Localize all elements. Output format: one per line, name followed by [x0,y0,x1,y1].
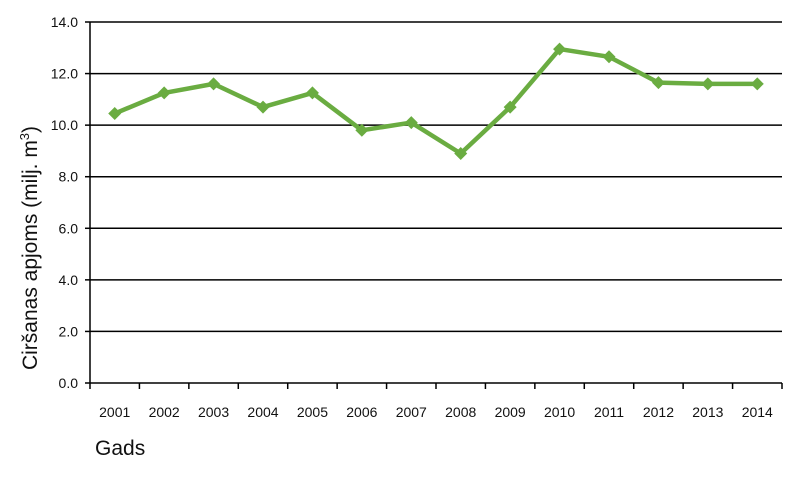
y-tick-labels: 0.0 2.0 4.0 6.0 8.0 10.0 12.0 14.0 [51,14,90,391]
data-point-marker [157,86,171,100]
x-tick-labels: 2001 2002 2003 2004 2005 2006 2007 2008 2009 2010… [89,383,783,420]
x-tick-label: 2009 [495,404,526,420]
data-point-marker [454,147,468,161]
data-point-marker [701,77,715,91]
x-tick-label: 2007 [396,404,427,420]
data-point-marker [750,77,764,91]
data-point-marker [305,86,319,100]
x-tick-label: 2011 [594,404,624,420]
x-tick-label: 2003 [198,404,229,420]
data-point-marker [651,76,665,90]
y-tick-label: 6.0 [59,220,79,236]
y-tick-label: 8.0 [59,169,79,185]
series-line [112,46,760,156]
y-axis-title-superscript: 3 [17,133,32,140]
data-point-marker [404,116,418,130]
x-tick-label: 2006 [346,404,377,420]
x-tick-label: 2012 [643,404,674,420]
data-point-marker [553,42,567,56]
y-tick-label: 12.0 [51,66,78,82]
x-axis-title: Gads [95,437,145,460]
x-tick-label: 2001 [99,404,130,420]
y-tick-label: 10.0 [51,117,78,133]
x-tick-label: 2008 [445,404,476,420]
y-axis-title: Ciršanas apjoms (milj. m3) [17,126,42,370]
y-axis-title-suffix: ) [19,126,42,133]
gridlines [90,21,782,333]
x-tick-label: 2013 [692,404,723,420]
series-layer [108,42,764,161]
y-tick-label: 4.0 [59,272,79,288]
x-tick-label: 2010 [544,404,575,420]
x-tick-label: 2005 [297,404,328,420]
x-tick-label: 2004 [247,404,278,420]
x-tick-label: 2002 [149,404,180,420]
axes [89,22,782,384]
data-point-marker [602,50,616,64]
data-point-marker [355,123,369,137]
y-tick-label: 0.0 [59,375,79,391]
x-tick-label: 2014 [742,404,773,420]
data-point-marker [207,77,221,91]
y-tick-label: 14.0 [51,14,78,30]
data-point-marker [503,100,517,114]
y-tick-label: 2.0 [59,323,79,339]
data-point-marker [256,100,270,114]
y-axis-title-main: Ciršanas apjoms (milj. m [19,140,42,370]
data-point-marker [108,107,122,121]
